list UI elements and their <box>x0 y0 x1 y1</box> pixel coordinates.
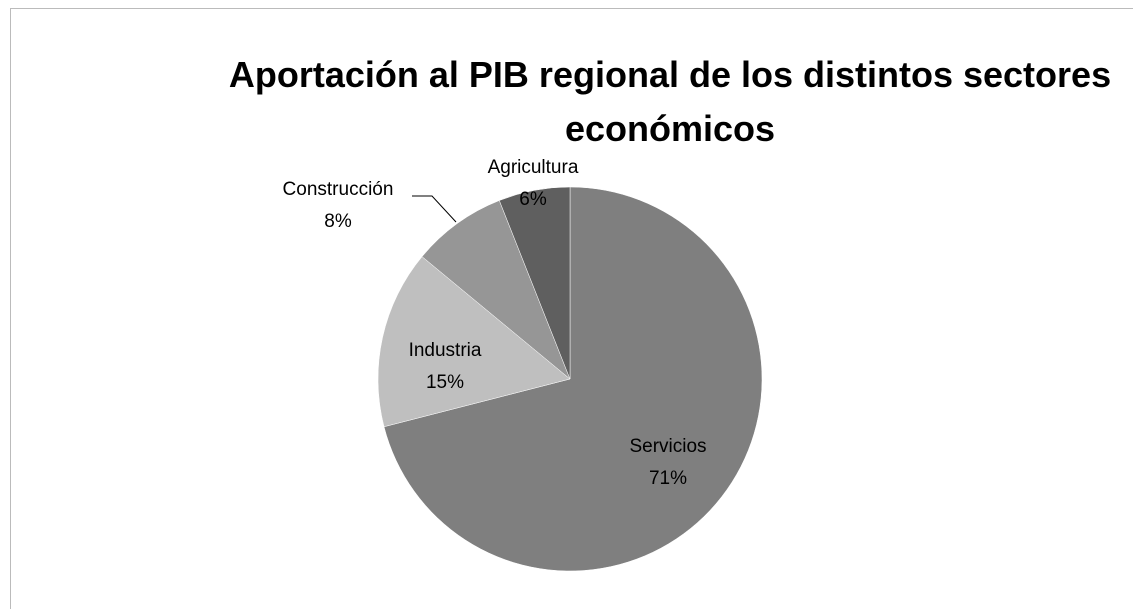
slice-value-label: 15% <box>426 372 464 393</box>
pie-slice <box>377 256 571 428</box>
chart-frame <box>10 8 1133 609</box>
slice-value-label: 6% <box>519 189 547 210</box>
slice-label: Agricultura <box>488 157 579 178</box>
chart-title: Aportación al PIB regional de los distin… <box>228 54 1112 149</box>
pie-slice <box>383 186 763 572</box>
slice-label: Servicios <box>629 436 706 457</box>
slice-value-label: 71% <box>649 468 687 489</box>
slice-label: Industria <box>409 340 482 361</box>
chart: Servicios 71% Industria 15% Construcción 8% Ag… <box>283 157 763 572</box>
slice-label: Construcción <box>283 179 394 200</box>
pie-slice <box>498 186 571 380</box>
page: Servicios 71% Industria 15% Construcción 8% Ag… <box>10 8 1133 609</box>
leader-line <box>412 195 457 223</box>
pie-slice <box>421 200 571 380</box>
slice-value-label: 8% <box>324 211 352 232</box>
